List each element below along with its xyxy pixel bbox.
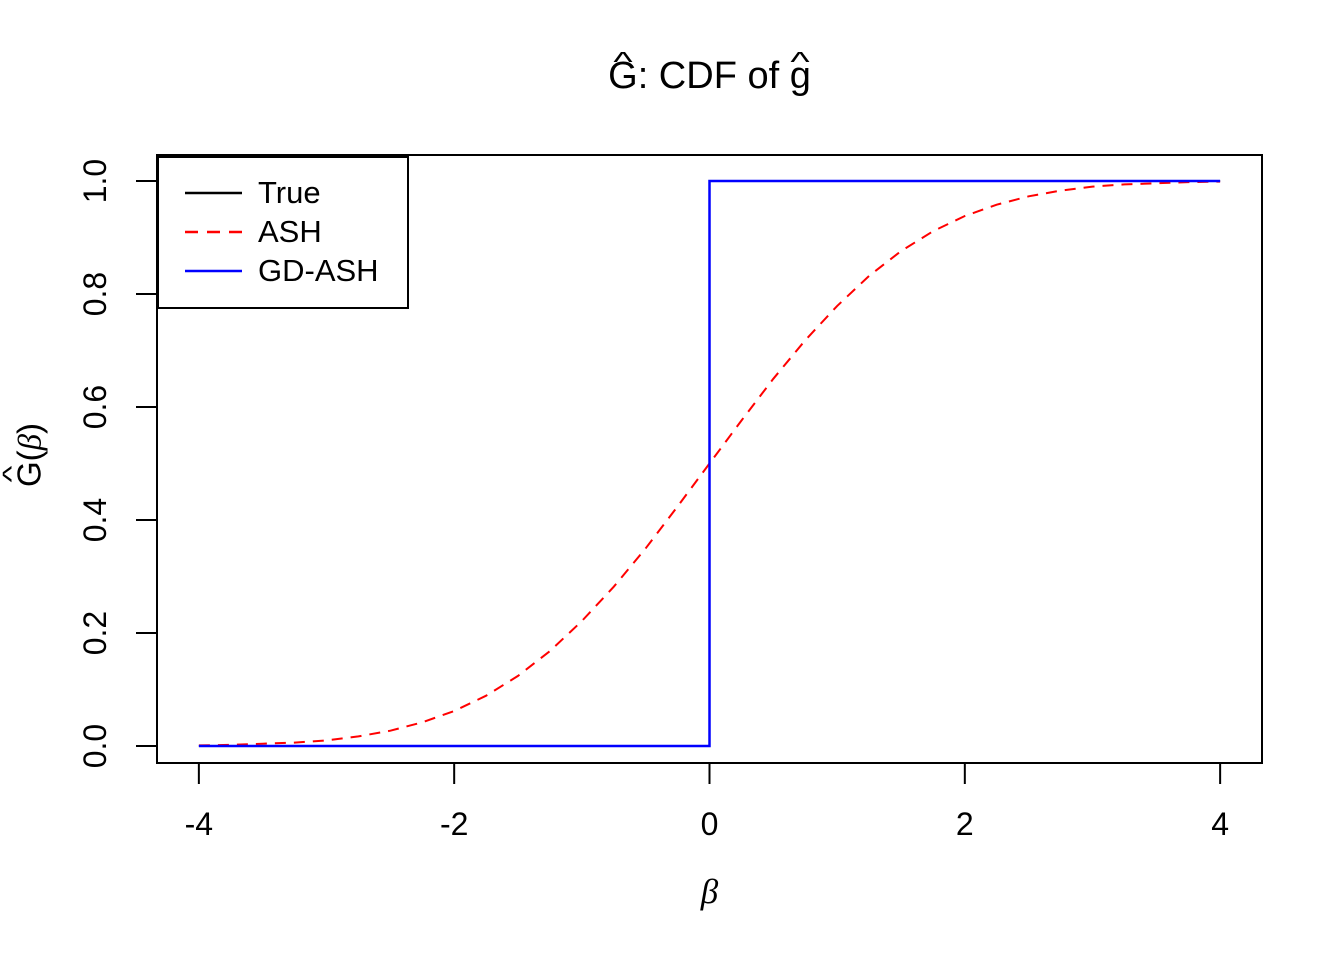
x-tick-label: 4: [1211, 806, 1229, 842]
ylabel-close-paren: ): [10, 422, 48, 434]
title-letter-G: G: [608, 55, 638, 97]
legend-line-gd-ash: [185, 269, 242, 272]
y-axis-title: ^ G(β): [0, 422, 50, 487]
hat-G-ylabel: ^ G: [0, 461, 49, 487]
x-tick-label: -4: [185, 806, 213, 842]
gd-ash-curve: [198, 179, 1221, 748]
xlabel-beta: β: [700, 872, 719, 911]
hat-accent: ^: [0, 465, 26, 483]
ylabel-open-paren: (: [10, 450, 48, 462]
hat-G: ^ G: [608, 46, 638, 100]
x-tick-label: 0: [701, 806, 719, 842]
legend-label-ash: ASH: [258, 214, 322, 249]
x-tick-label: -2: [440, 806, 468, 842]
title-letter-g: g: [789, 55, 811, 97]
x-axis-title: β: [157, 872, 1262, 912]
hat-g: ^ g: [789, 46, 811, 100]
legend-item-ash: ASH: [185, 212, 407, 251]
title-separator: : CDF of: [637, 55, 790, 97]
ash-curve: [198, 180, 1221, 747]
y-tick-label: 0.8: [77, 272, 113, 316]
y-tick-label: 0.2: [77, 611, 113, 655]
chart-title: ^ G: CDF of ^ g: [157, 46, 1262, 100]
hat-accent: ^: [790, 45, 810, 77]
legend-line-ash: [185, 230, 242, 233]
y-tick-label: 1.0: [77, 159, 113, 203]
y-tick-label: 0.6: [77, 385, 113, 429]
legend-line-true: [185, 191, 242, 194]
y-tick-label: 0.4: [77, 498, 113, 542]
legend-item-gd-ash: GD-ASH: [185, 251, 407, 290]
y-tick-label: 0.0: [77, 724, 113, 768]
legend-label-gd-ash: GD-ASH: [258, 253, 379, 288]
legend-label-true: True: [258, 175, 321, 210]
x-tick-label: 2: [956, 806, 974, 842]
ylabel-beta: β: [12, 433, 49, 451]
legend-item-true: True: [185, 173, 407, 212]
legend: True ASH GD-ASH: [157, 156, 409, 309]
hat-accent: ^: [613, 45, 633, 77]
